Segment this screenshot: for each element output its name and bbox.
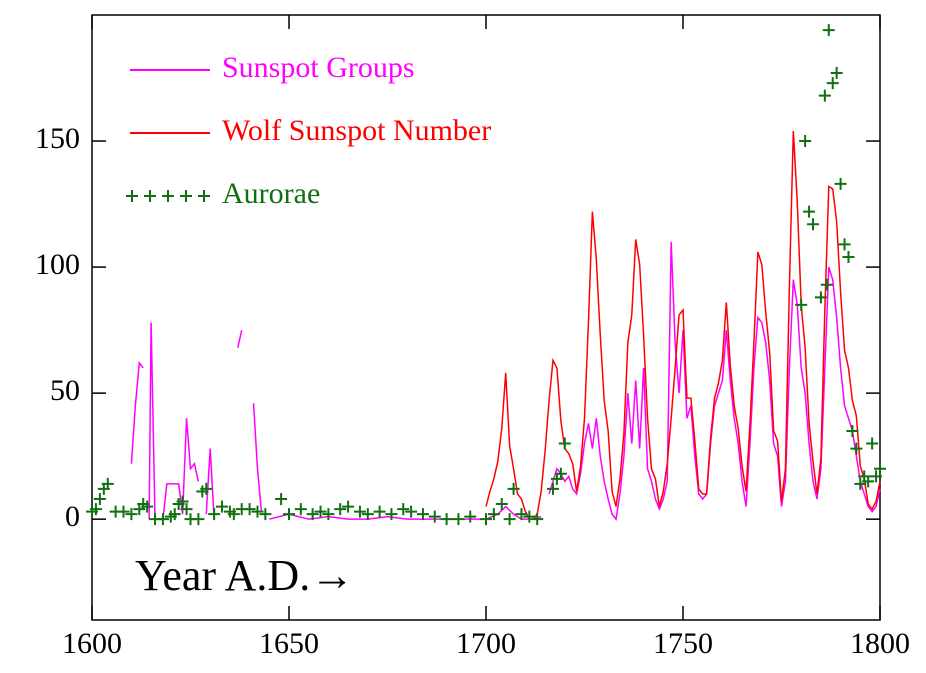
series-line — [485, 130, 881, 520]
aurora-point — [101, 477, 114, 490]
aurora-point — [834, 177, 847, 190]
x-tick-label: 1700 — [456, 627, 516, 660]
plot-frame — [91, 14, 881, 621]
legend-swatch — [144, 190, 156, 202]
aurora-point — [428, 510, 441, 523]
aurora-point — [192, 513, 205, 526]
legend-swatch — [126, 190, 138, 202]
aurora-point — [334, 503, 347, 516]
aurora-point — [515, 508, 528, 521]
annotation: Year A.D.→ — [135, 551, 354, 600]
aurora-point — [397, 503, 410, 516]
legend-swatch — [162, 190, 174, 202]
aurora-point — [251, 505, 264, 518]
aurora-point — [531, 513, 544, 526]
aurora-point — [850, 442, 863, 455]
aurora-point — [546, 482, 559, 495]
aurora-point — [480, 513, 492, 526]
x-tick-label: 1800 — [850, 627, 910, 660]
aurora-point — [818, 89, 831, 102]
aurora-point — [306, 508, 319, 521]
aurora-point — [283, 508, 295, 521]
aurora-point — [117, 505, 130, 518]
aurora-point — [275, 493, 288, 505]
aurora-point — [342, 500, 355, 513]
x-tick-label: 1650 — [259, 627, 319, 660]
legend-swatch — [198, 190, 210, 202]
aurora-point — [854, 477, 867, 490]
aurora-point — [180, 503, 193, 516]
aurora-point — [361, 508, 374, 521]
aurora-point — [795, 298, 808, 311]
aurora-point — [294, 503, 307, 516]
aurora-point — [405, 505, 418, 518]
aurora-point — [314, 505, 327, 518]
aurora-point — [846, 424, 859, 437]
y-tick-label: 100 — [35, 248, 80, 281]
aurora-point — [503, 513, 516, 526]
aurora-point — [227, 508, 240, 521]
x-tick-label: 1750 — [653, 627, 713, 660]
aurora-point — [554, 467, 567, 480]
aurora-point — [216, 500, 229, 513]
aurora-point — [89, 503, 102, 516]
aurora-point — [558, 437, 571, 450]
aurora-point — [870, 470, 883, 483]
aurora-point — [452, 513, 465, 526]
x-tick-label: 1600 — [62, 627, 122, 660]
aurora-point — [416, 508, 429, 521]
legend-label: Sunspot Groups — [222, 51, 415, 84]
aurora-point — [842, 251, 855, 263]
aurora-point — [373, 505, 386, 518]
legend-swatch — [180, 190, 192, 202]
aurora-point — [93, 493, 106, 505]
aurora-point — [826, 77, 839, 90]
aurora-point — [862, 475, 875, 488]
aurora-point — [464, 510, 477, 523]
aurora-point — [176, 495, 189, 508]
aurora-point — [866, 437, 879, 450]
aurora-point — [487, 508, 500, 521]
aurora-point — [141, 500, 154, 513]
aurora-point — [385, 508, 398, 521]
aurora-point — [208, 508, 221, 521]
aurora-point — [820, 278, 833, 291]
aurora-point — [353, 505, 366, 518]
aurora-point — [495, 498, 508, 511]
aurora-point — [874, 462, 886, 475]
legend-label: Aurorae — [222, 177, 320, 210]
aurora-point — [125, 508, 138, 521]
aurora-point — [168, 508, 181, 521]
aurora-point — [799, 135, 812, 148]
aurora-point — [440, 513, 453, 526]
legend-label: Wolf Sunspot Number — [222, 114, 491, 147]
aurora-point — [156, 513, 169, 526]
aurora-point — [243, 503, 256, 516]
aurora-point — [803, 205, 816, 218]
aurora-point — [523, 510, 536, 523]
aurora-point — [259, 508, 272, 521]
y-tick-label: 150 — [35, 122, 80, 155]
aurora-point — [830, 66, 843, 79]
aurora-point — [814, 291, 827, 304]
y-tick-label: 0 — [65, 500, 80, 533]
aurora-point — [822, 24, 835, 37]
aurora-point — [807, 218, 820, 231]
aurora-point — [507, 482, 520, 495]
aurora-point — [322, 508, 335, 521]
aurora-point — [200, 482, 213, 495]
series-line — [130, 241, 881, 521]
aurora-point — [838, 238, 851, 251]
y-tick-label: 50 — [50, 374, 80, 407]
